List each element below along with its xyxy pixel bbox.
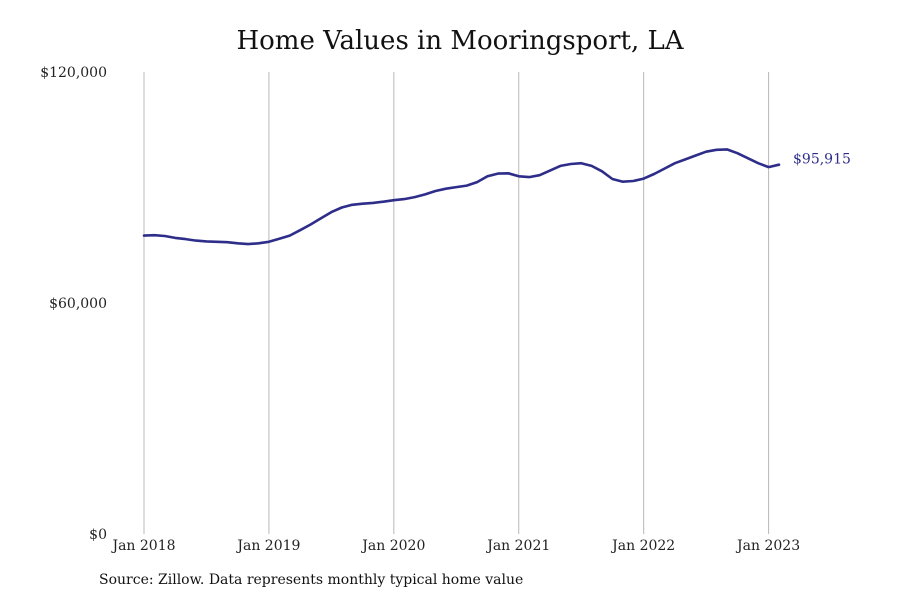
- x-tick-label: Jan 2022: [610, 538, 675, 554]
- x-tick-label: Jan 2018: [110, 538, 175, 554]
- data-labels: $95,915: [793, 152, 851, 168]
- y-tick-label: $120,000: [40, 65, 107, 81]
- x-axis-ticks: Jan 2018 Jan 2019 Jan 2020 Jan 2021 Jan 2022…: [110, 538, 800, 554]
- y-axis-ticks: $0 $60,000 $120,000: [40, 65, 107, 543]
- x-tick-label: Jan 2021: [485, 538, 550, 554]
- x-tick-label: Jan 2019: [235, 538, 300, 554]
- series: [142, 148, 781, 246]
- y-tick-label: $0: [89, 527, 107, 543]
- source-note: Source: Zillow. Data represents monthly …: [99, 572, 524, 588]
- end-value-label: $95,915: [793, 152, 851, 168]
- chart-title: Home Values in Mooringsport, LA: [236, 26, 684, 56]
- x-tick-label: Jan 2020: [360, 538, 425, 554]
- y-tick-label: $60,000: [49, 296, 107, 312]
- series-line: [142, 148, 781, 246]
- gridlines: [143, 72, 770, 534]
- x-tick-label: Jan 2023: [735, 538, 800, 554]
